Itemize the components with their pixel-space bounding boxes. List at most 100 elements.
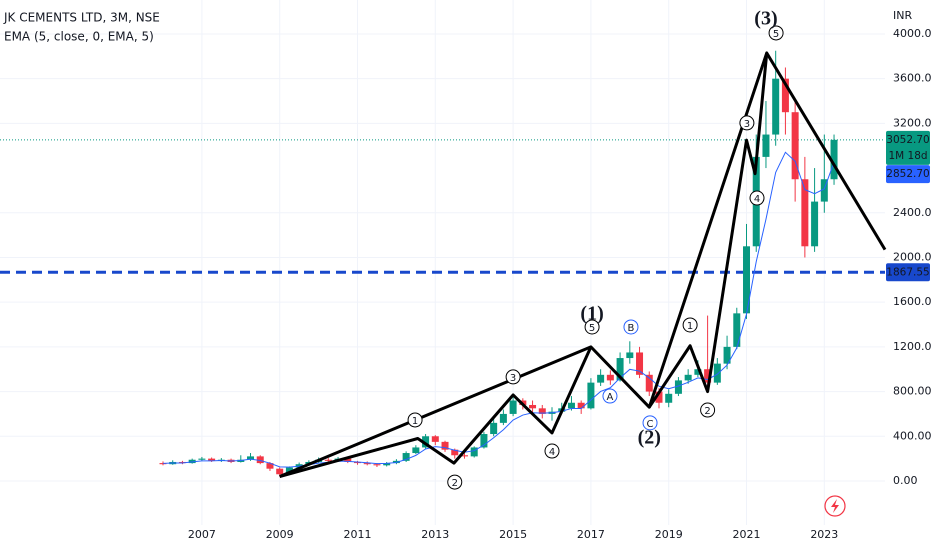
y-tick-label: 4000.00 <box>893 27 932 40</box>
x-tick-label: 2011 <box>344 528 372 541</box>
candle-body <box>256 456 264 464</box>
wave-degree-label: (1) <box>580 303 603 325</box>
y-tick-label: 400.00 <box>893 429 932 442</box>
wave-label: 5 <box>589 323 595 334</box>
candle-body <box>665 393 673 403</box>
wave-marker <box>544 443 560 459</box>
wave-label: 2 <box>704 406 710 417</box>
candle-body <box>354 461 362 464</box>
chart-title: JK CEMENTS LTD, 3M, NSE <box>3 11 160 25</box>
wave-marker <box>682 317 698 333</box>
candle-body <box>538 408 546 414</box>
last-price-box <box>886 130 930 165</box>
wave-degree-label: (3) <box>754 8 777 30</box>
candle-body <box>791 112 799 180</box>
x-tick-label: 2019 <box>655 528 683 541</box>
candle-body <box>198 458 206 460</box>
currency-label: INR <box>893 9 912 22</box>
wave-label: 1 <box>687 321 693 332</box>
wave-label: 2 <box>452 478 458 489</box>
candle-body <box>247 456 255 460</box>
candle-body <box>208 458 216 461</box>
candle-body <box>529 404 537 409</box>
candle-body <box>577 402 585 409</box>
level-price-box <box>886 263 930 282</box>
candle-body <box>587 382 595 409</box>
plot-area <box>0 0 887 525</box>
countdown: 1M 18d <box>888 150 927 162</box>
ema-last-price-box <box>886 165 930 184</box>
wave-label: 4 <box>549 447 555 458</box>
wave-degree-label: (2) <box>638 427 661 449</box>
wave-label: A <box>607 392 614 403</box>
wave-label: 4 <box>754 194 760 205</box>
candle-body <box>597 374 605 383</box>
wave-line <box>279 51 887 478</box>
y-tick-label: 0.00 <box>893 474 918 487</box>
candle-body <box>402 453 410 461</box>
wave-marker <box>447 474 463 490</box>
candle-body <box>499 413 507 423</box>
wave-label: B <box>628 323 635 334</box>
candle-body <box>276 468 284 475</box>
y-tick-label: 1200.00 <box>893 340 932 353</box>
wave-marker <box>700 402 716 418</box>
alert-icon[interactable] <box>824 495 846 517</box>
candle-body <box>645 374 653 392</box>
candle-body <box>422 436 430 448</box>
y-tick-label: 3600.00 <box>893 72 932 85</box>
level-price: 1867.55 <box>886 266 929 278</box>
wave-label: 3 <box>744 119 750 130</box>
wave-marker <box>739 115 755 131</box>
candle-body <box>431 436 439 442</box>
candle-body <box>762 134 770 157</box>
candle-body <box>509 400 517 414</box>
candle-body <box>567 402 575 409</box>
candle-body <box>820 179 828 202</box>
wave-line <box>279 346 593 478</box>
candle-body <box>655 391 663 403</box>
wave-marker <box>602 388 618 404</box>
wave-marker <box>642 415 658 431</box>
x-tick-label: 2007 <box>188 528 216 541</box>
wave-marker <box>584 319 600 335</box>
candle-body <box>713 363 721 383</box>
wave-label: 1 <box>412 416 418 427</box>
y-tick-label: 800.00 <box>893 385 932 398</box>
candle-body <box>772 78 780 135</box>
candle-body <box>733 313 741 347</box>
candle-body <box>704 369 712 383</box>
candle-body <box>470 447 478 457</box>
y-tick-label: 3200.00 <box>893 116 932 129</box>
ema-last-price: 2852.70 <box>886 168 929 180</box>
candle-body <box>451 449 459 456</box>
candle-body <box>373 464 381 466</box>
x-tick-label: 2021 <box>733 528 761 541</box>
x-tick-label: 2009 <box>266 528 294 541</box>
candle-body <box>801 179 809 247</box>
candle-body <box>392 460 400 464</box>
x-tick-label: 2023 <box>810 528 838 541</box>
wave-marker <box>623 319 639 335</box>
candle-body <box>743 246 751 314</box>
candle-body <box>606 374 614 381</box>
candle-body <box>480 434 488 448</box>
ema-line <box>162 151 835 468</box>
wave-line <box>648 52 769 409</box>
candle-body <box>674 380 682 394</box>
wave-marker <box>505 369 521 385</box>
candle-body <box>626 352 634 359</box>
candle-body <box>616 358 624 381</box>
wave-label: 3 <box>510 373 516 384</box>
candle-body <box>266 463 274 469</box>
candle-body <box>636 352 644 375</box>
candle-body <box>412 447 420 454</box>
candle-body <box>811 201 819 247</box>
y-tick-label: 1600.00 <box>893 295 932 308</box>
y-tick-label: 2000.00 <box>893 250 932 263</box>
candle-body <box>363 463 371 465</box>
y-tick-label: 2400.00 <box>893 206 932 219</box>
candle-body <box>684 374 692 381</box>
wave-label: 5 <box>773 29 779 40</box>
